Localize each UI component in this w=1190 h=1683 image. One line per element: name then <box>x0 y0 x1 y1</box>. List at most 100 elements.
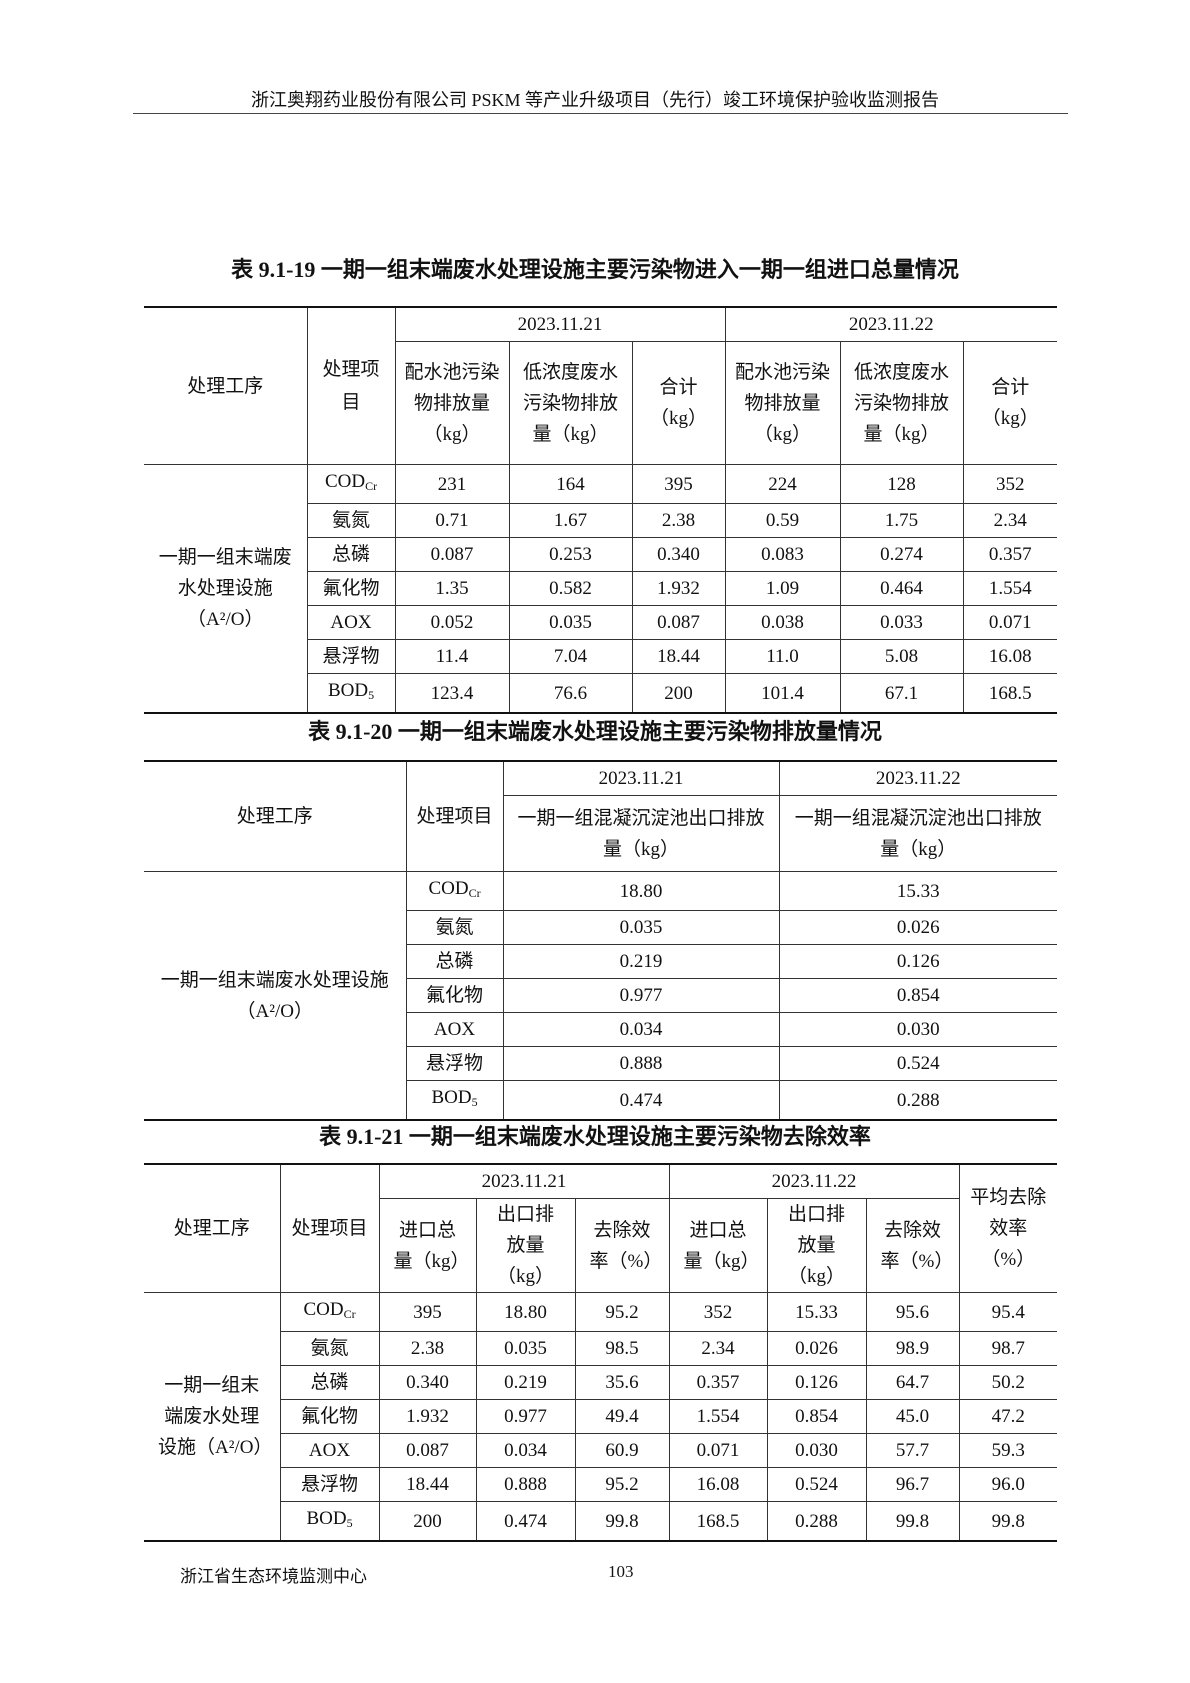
item-name: COD <box>303 1299 344 1320</box>
col-header-sub: 出口排放量（kg） <box>475 1198 576 1293</box>
value-cell: 76.6 <box>508 673 633 714</box>
value-cell: 0.288 <box>778 1080 1057 1121</box>
value-cell: 0.340 <box>378 1365 477 1400</box>
value-cell: 0.030 <box>778 1012 1057 1047</box>
value-cell: 5.08 <box>839 639 964 674</box>
value-cell: 0.977 <box>502 978 780 1013</box>
col-header-date: 2023.11.22 <box>668 1163 960 1199</box>
value-cell: 0.274 <box>839 537 964 572</box>
table-row: 一期一组末端废水处理设施（A²/O） CODCr 18.80 15.33 <box>144 871 1057 1121</box>
col-header-date: 2023.11.21 <box>378 1163 670 1199</box>
item-name: AOX <box>330 612 372 633</box>
value-cell: 45.0 <box>865 1399 960 1434</box>
item-name: 氨氮 <box>331 510 370 531</box>
value-cell: 0.474 <box>502 1080 780 1121</box>
table2-title: 表 9.1-20 一期一组末端废水处理设施主要污染物排放量情况 <box>308 719 882 744</box>
item-name: 氟化物 <box>300 1406 358 1427</box>
value-cell: 0.083 <box>724 537 841 572</box>
value-cell: 15.33 <box>778 871 1057 911</box>
value-cell: 7.04 <box>508 639 633 674</box>
col-header-sub: 进口总量（kg） <box>379 1198 477 1293</box>
value-cell: 11.0 <box>724 639 841 674</box>
item-name: 总磷 <box>310 1372 349 1393</box>
value-cell: 0.071 <box>668 1433 768 1468</box>
item-cell: 悬浮物 <box>307 639 396 674</box>
value-cell: 1.67 <box>508 503 633 538</box>
table-row: 一期一组末端废水处理设施（A²/O） CODCr 395 18.80 95.2 352 15… <box>144 1292 1058 1542</box>
value-cell: 16.08 <box>668 1467 768 1502</box>
col-header-process: 处理工序 <box>144 760 407 872</box>
value-cell: 95.2 <box>574 1467 670 1502</box>
value-cell: 99.8 <box>958 1501 1058 1542</box>
table-row: 氟化物 1.932 0.977 49.4 1.554 0.854 45.0 47.2 <box>144 1399 1058 1434</box>
value-cell: 0.59 <box>724 503 841 538</box>
value-cell: 2.38 <box>631 503 726 538</box>
item-name: COD <box>324 471 366 492</box>
item-subscript: 5 <box>368 688 375 702</box>
col-header-sub: 配水池污染物排放量（kg） <box>724 341 841 465</box>
col-header-date: 2023.11.22 <box>778 760 1057 796</box>
table2: 处理工序 处理项目 2023.11.21 2023.11.22 一期一组混凝沉淀池出口排… <box>144 760 1057 1121</box>
table-row: BOD5 200 0.474 99.8 168.5 0.288 99.8 99.8 <box>144 1501 1058 1542</box>
item-cell: 氨氮 <box>406 910 504 945</box>
value-cell: 0.219 <box>475 1365 576 1400</box>
value-cell: 0.087 <box>631 605 726 640</box>
footer-org: 浙江省生态环境监测中心 <box>180 1567 367 1586</box>
value-cell: 0.126 <box>766 1365 867 1400</box>
table-row: 悬浮物 11.4 7.04 18.44 11.0 5.08 16.08 <box>144 639 1058 674</box>
col-header-date: 2023.11.21 <box>394 306 726 342</box>
value-cell: 0.854 <box>778 978 1057 1013</box>
item-cell: BOD5 <box>280 1501 380 1542</box>
value-cell: 0.026 <box>766 1331 867 1366</box>
value-cell: 18.80 <box>502 871 780 911</box>
value-cell: 98.5 <box>574 1331 670 1366</box>
value-cell: 0.340 <box>631 537 726 572</box>
col-header-item: 处理项目 <box>405 760 504 872</box>
col-header-sub: 配水池污染物排放量（kg） <box>395 341 510 465</box>
item-name: 悬浮物 <box>300 1474 358 1495</box>
value-cell: 164 <box>508 464 633 504</box>
value-cell: 352 <box>668 1292 768 1332</box>
item-cell: 总磷 <box>307 537 396 572</box>
item-name: 总磷 <box>331 544 370 565</box>
table1: 处理工序 处理项目 2023.11.21 2023.11.22 配水池污染物排放量（kg… <box>144 306 1058 714</box>
value-cell: 95.4 <box>958 1292 1058 1332</box>
item-subscript: Cr <box>343 1307 356 1321</box>
header-divider <box>133 113 1068 114</box>
value-cell: 15.33 <box>766 1292 867 1332</box>
value-cell: 0.464 <box>839 571 964 606</box>
value-cell: 0.524 <box>778 1046 1057 1081</box>
value-cell: 1.932 <box>378 1399 477 1434</box>
value-cell: 95.2 <box>574 1292 670 1332</box>
item-cell: 氟化物 <box>280 1399 380 1434</box>
value-cell: 18.44 <box>631 639 726 674</box>
process-cell: 一期一组末端废水处理设施（A²/O） <box>144 871 407 1121</box>
table-row: 总磷 0.219 0.126 <box>144 944 1057 979</box>
table3-title: 表 9.1-21 一期一组末端废水处理设施主要污染物去除效率 <box>319 1124 871 1149</box>
col-header-process: 处理工序 <box>144 1163 281 1293</box>
value-cell: 0.888 <box>475 1467 576 1502</box>
value-cell: 0.582 <box>508 571 633 606</box>
value-cell: 96.7 <box>865 1467 960 1502</box>
value-cell: 98.9 <box>865 1331 960 1366</box>
item-cell: 总磷 <box>280 1365 380 1400</box>
item-cell: 总磷 <box>406 944 504 979</box>
item-name: COD <box>428 878 469 899</box>
col-header-sub: 合计（kg） <box>631 341 726 465</box>
item-name: 总磷 <box>435 951 474 972</box>
item-cell: BOD5 <box>307 673 396 714</box>
value-cell: 0.052 <box>394 605 510 640</box>
value-cell: 0.035 <box>508 605 633 640</box>
value-cell: 2.38 <box>378 1331 477 1366</box>
value-cell: 168.5 <box>668 1501 768 1542</box>
item-subscript: Cr <box>365 479 378 493</box>
value-cell: 0.035 <box>475 1331 576 1366</box>
value-cell: 200 <box>631 673 726 714</box>
value-cell: 0.035 <box>502 910 780 945</box>
item-cell: 悬浮物 <box>280 1467 380 1502</box>
item-name: 悬浮物 <box>425 1053 483 1074</box>
item-cell: AOX <box>280 1433 380 1468</box>
table-row: 悬浮物 18.44 0.888 95.2 16.08 0.524 96.7 96.0 <box>144 1467 1058 1502</box>
item-cell: 氨氮 <box>307 503 396 538</box>
page-header: 浙江奥翔药业股份有限公司 PSKM 等产业升级项目（先行）竣工环境保护验收监测报… <box>250 90 940 110</box>
